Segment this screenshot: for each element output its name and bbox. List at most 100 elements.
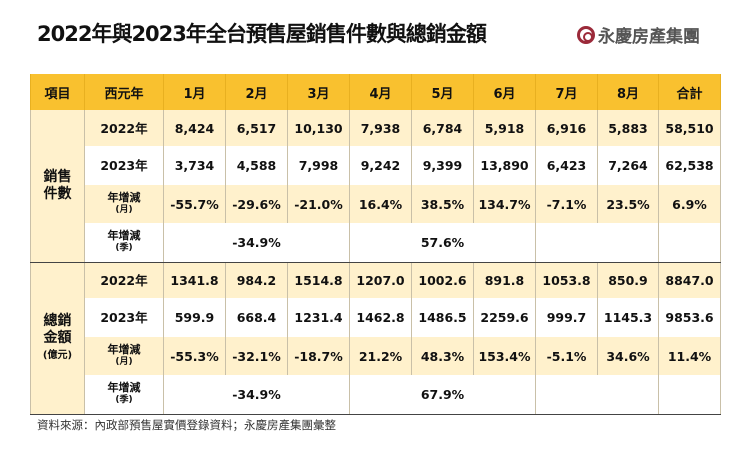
table-row: 銷售 件數 2022年 8,424 6,517 10,130 7,938 6,784 5,918… bbox=[30, 110, 721, 263]
table-cell: 1053.8 bbox=[535, 262, 598, 298]
table-cell: 1207.0 bbox=[349, 262, 412, 298]
table-cell: 4,588 bbox=[225, 146, 288, 185]
table-cell: 13,890 bbox=[473, 146, 536, 185]
table-row: 年增減 (月) -55.7% -29.6% -21.0% 16.4% 38.5% 134.7%… bbox=[31, 185, 721, 223]
table-cell: 8847.0 bbox=[658, 262, 721, 298]
table-cell: 6,916 bbox=[535, 110, 598, 146]
row-label: 年增減 (季) bbox=[84, 375, 164, 415]
column-header: 項目 bbox=[30, 74, 85, 110]
row-label-text: 年增減 bbox=[107, 381, 141, 395]
row-label: 年增減 (季) bbox=[84, 223, 164, 263]
row-label-text: 年增減 bbox=[107, 343, 141, 356]
row-label: 年增減 (月) bbox=[84, 337, 164, 375]
company-logo-icon bbox=[577, 25, 595, 44]
quarter-cell-q1: -34.9% bbox=[163, 223, 350, 263]
table-cell: 1486.5 bbox=[411, 298, 474, 337]
row-label: 2022年 bbox=[84, 110, 164, 146]
table-cell: 2259.6 bbox=[473, 298, 536, 337]
source-note: 資料來源：內政部預售屋實價登錄資料；永慶房產集團彙整 bbox=[37, 418, 336, 432]
row-label: 2022年 bbox=[84, 262, 164, 298]
row-label: 2023年 bbox=[84, 146, 164, 185]
table-cell: 984.2 bbox=[225, 262, 288, 298]
row-label-text: 2023年 bbox=[100, 158, 148, 173]
row-label: 2023年 bbox=[84, 298, 164, 337]
table-cell: -29.6% bbox=[225, 185, 288, 223]
sales-amount-section: 總銷 金額 (億元) 2022年 1341.8 984.2 1514.8 1207.0 1002… bbox=[30, 262, 721, 415]
table-cell: 999.7 bbox=[535, 298, 598, 337]
category-label: 總銷 金額 (億元) bbox=[30, 262, 85, 415]
table-cell: 5,918 bbox=[473, 110, 536, 146]
table-cell: -21.0% bbox=[287, 185, 350, 223]
row-label-text: 年增減 bbox=[107, 191, 141, 204]
quarter-cell-q1: -34.9% bbox=[163, 375, 350, 415]
quarter-cell-total bbox=[658, 223, 721, 263]
table-cell: 23.5% bbox=[597, 185, 659, 223]
table-cell: 8,424 bbox=[163, 110, 226, 146]
table-cell: -55.3% bbox=[163, 337, 226, 375]
table-cell: 3,734 bbox=[163, 146, 226, 185]
row-label-sub: (月) bbox=[115, 357, 133, 367]
table-cell: -18.7% bbox=[287, 337, 350, 375]
table-cell: 1514.8 bbox=[287, 262, 350, 298]
header-row: 項目 西元年 1月 2月 3月 4月 5月 6月 7月 8月 合計 bbox=[30, 74, 721, 110]
table-cell: 891.8 bbox=[473, 262, 536, 298]
category-text: 銷售 bbox=[43, 168, 72, 185]
category-text: 總銷 bbox=[43, 312, 72, 329]
category-text: 金額 bbox=[43, 329, 72, 346]
company-logo-text: 永慶房產集團 bbox=[598, 27, 700, 47]
table-cell: 1341.8 bbox=[163, 262, 226, 298]
table-cell: 34.6% bbox=[597, 337, 659, 375]
row-label-text: 年增減 bbox=[107, 229, 141, 243]
table-row: 2023年 3,734 4,588 7,998 9,242 9,399 13,890 6,42… bbox=[31, 146, 721, 185]
table-row: 總銷 金額 (億元) 2022年 1341.8 984.2 1514.8 1207.0 1002… bbox=[30, 262, 721, 415]
table-cell: 6,423 bbox=[535, 146, 598, 185]
column-header: 5月 bbox=[411, 74, 474, 110]
column-header: 西元年 bbox=[84, 74, 164, 110]
table-cell: 5,883 bbox=[597, 110, 659, 146]
row-label-sub: (月) bbox=[115, 205, 133, 215]
table-cell: -32.1% bbox=[225, 337, 288, 375]
table-cell: 62,538 bbox=[658, 146, 721, 185]
table-cell: 1462.8 bbox=[349, 298, 412, 337]
column-header: 8月 bbox=[597, 74, 659, 110]
quarter-cell-total bbox=[658, 375, 721, 415]
company-logo: 永慶房產集團 bbox=[577, 22, 700, 47]
table-cell: 9853.6 bbox=[658, 298, 721, 337]
table-cell: -5.1% bbox=[535, 337, 598, 375]
table-cell: 850.9 bbox=[597, 262, 659, 298]
table-cell: 7,938 bbox=[349, 110, 412, 146]
column-header: 合計 bbox=[658, 74, 721, 110]
column-header: 7月 bbox=[535, 74, 598, 110]
table-row: 年增減 (月) -55.3% -32.1% -18.7% 21.2% 48.3% 153.4%… bbox=[31, 337, 721, 375]
quarter-cell-q3 bbox=[535, 375, 659, 415]
page-title: 2022年與2023年全台預售屋銷售件數與總銷金額 bbox=[37, 22, 487, 46]
column-header: 1月 bbox=[163, 74, 226, 110]
table-row-quarterly: 年增減 (季) -34.9% 57.6% bbox=[31, 223, 721, 263]
row-label-sub: (季) bbox=[115, 395, 133, 406]
category-text: (億元) bbox=[42, 349, 73, 361]
row-label: 年增減 (月) bbox=[84, 185, 164, 223]
table-cell: 58,510 bbox=[658, 110, 721, 146]
table-cell: 9,399 bbox=[411, 146, 474, 185]
sales-count-section: 銷售 件數 2022年 8,424 6,517 10,130 7,938 6,784 5,918… bbox=[30, 110, 721, 263]
column-header: 4月 bbox=[349, 74, 412, 110]
table-cell: -55.7% bbox=[163, 185, 226, 223]
table-cell: 6,517 bbox=[225, 110, 288, 146]
table-row: 2023年 599.9 668.4 1231.4 1462.8 1486.5 2259.6 9… bbox=[31, 298, 721, 337]
table-cell: 21.2% bbox=[349, 337, 412, 375]
quarter-cell-q2: 67.9% bbox=[349, 375, 536, 415]
table-cell: 7,264 bbox=[597, 146, 659, 185]
table-cell: 668.4 bbox=[225, 298, 288, 337]
table-cell: 48.3% bbox=[411, 337, 474, 375]
table-cell: 599.9 bbox=[163, 298, 226, 337]
table-cell: 16.4% bbox=[349, 185, 412, 223]
table-cell: 10,130 bbox=[287, 110, 350, 146]
category-label: 銷售 件數 bbox=[30, 110, 85, 263]
table-row-quarterly: 年增減 (季) -34.9% 67.9% bbox=[31, 375, 721, 415]
column-header: 2月 bbox=[225, 74, 288, 110]
table-cell: 1145.3 bbox=[597, 298, 659, 337]
table-cell: 134.7% bbox=[473, 185, 536, 223]
quarter-cell-q2: 57.6% bbox=[349, 223, 536, 263]
table-cell: 6.9% bbox=[658, 185, 721, 223]
row-label-text: 2022年 bbox=[100, 272, 148, 288]
